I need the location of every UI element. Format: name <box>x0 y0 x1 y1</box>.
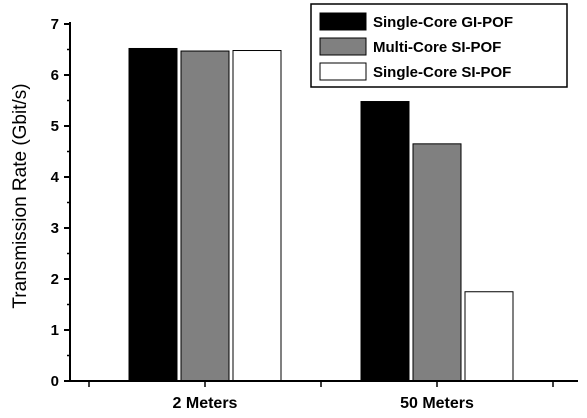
y-tick-label: 7 <box>51 16 59 33</box>
legend-swatch <box>319 62 367 81</box>
y-axis-label: Transmission Rate (Gbit/s) <box>10 83 31 308</box>
y-tick-label: 4 <box>51 169 60 186</box>
legend-label: Multi-Core SI-POF <box>373 39 501 56</box>
legend-swatch <box>319 37 367 56</box>
bar-2-1 <box>180 50 230 382</box>
bar-3-1 <box>232 50 282 382</box>
y-tick-label: 1 <box>51 322 59 339</box>
legend-label: Single-Core SI-POF <box>373 64 511 81</box>
bar-1-2 <box>360 101 410 382</box>
bar-2-2 <box>412 143 462 382</box>
x-tick-label: 2 Meters <box>173 395 238 412</box>
y-tick-label: 0 <box>51 373 59 390</box>
legend-swatch <box>319 12 367 31</box>
bar-3-2 <box>464 291 514 382</box>
y-tick-label: 3 <box>51 220 59 237</box>
bar-1-1 <box>128 47 178 382</box>
y-tick-label: 2 <box>51 271 59 288</box>
legend-label: Single-Core GI-POF <box>373 14 513 31</box>
x-tick-label: 50 Meters <box>400 395 474 412</box>
axes-group: 0 1 2 3 4 5 6 7 2 Meters 50 Meters <box>51 16 578 412</box>
legend: Single-Core GI-POF Multi-Core SI-POF Singl… <box>310 3 568 88</box>
y-tick-label: 5 <box>51 118 59 135</box>
y-tick-label: 6 <box>51 67 59 84</box>
bars-group <box>128 47 514 382</box>
